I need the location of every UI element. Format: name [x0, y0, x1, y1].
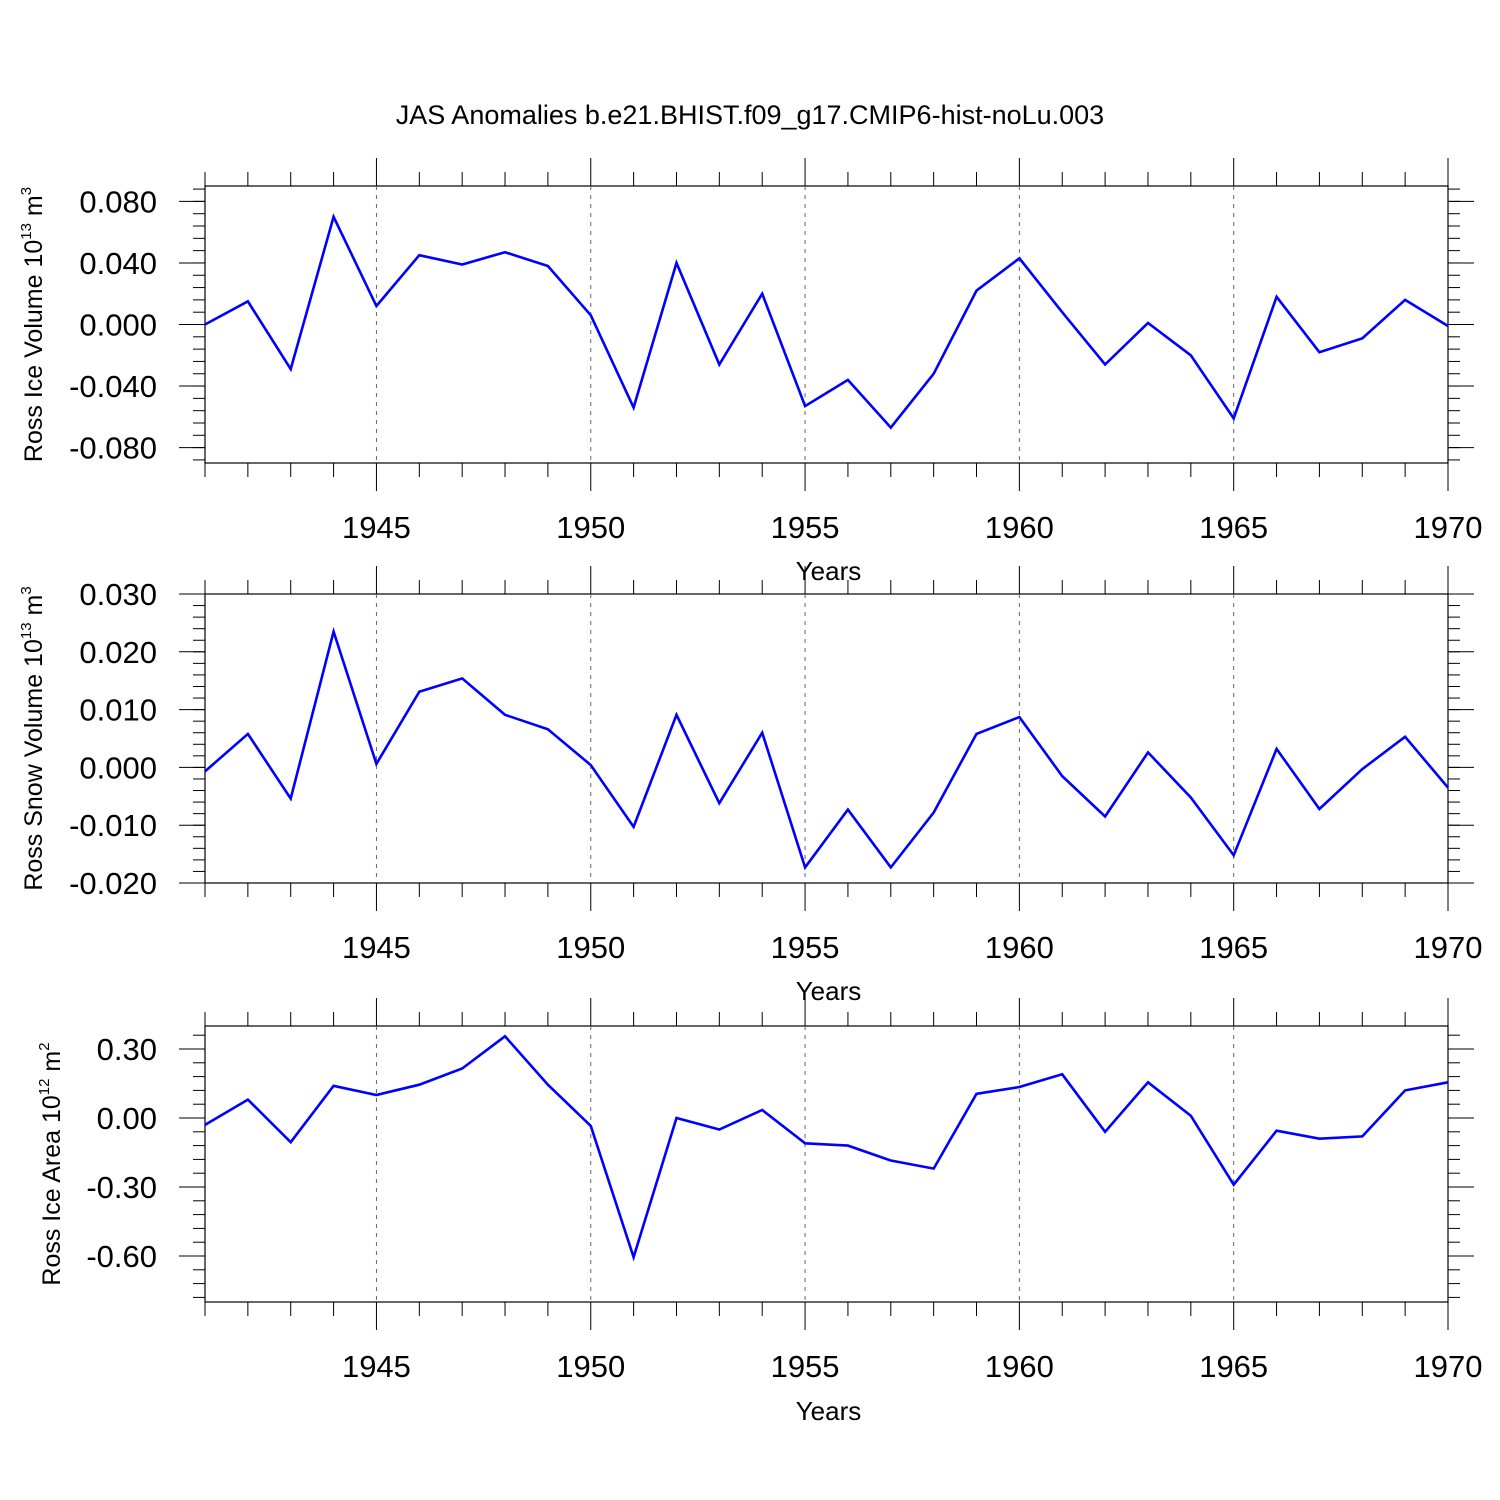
x-tick-label: 1970 [1414, 510, 1483, 545]
y-tick-label: -0.010 [69, 808, 157, 843]
x-tick-label: 1965 [1199, 930, 1268, 965]
x-tick-label: 1955 [771, 930, 840, 965]
x-tick-label: 1965 [1199, 510, 1268, 545]
plot-frame [204, 185, 1449, 464]
x-tick-label: 1945 [342, 930, 411, 965]
y-tick-label: 0.040 [79, 246, 157, 281]
y-axis-label: Ross Ice Volume 1013 m3 [18, 187, 48, 462]
y-tick-label: 0.00 [97, 1101, 157, 1136]
y-axis-label: Ross Snow Volume 1013 m3 [18, 586, 48, 890]
y-tick-label: -0.080 [69, 431, 157, 466]
y-tick-label: 0.030 [79, 577, 157, 612]
x-tick-label: 1950 [556, 930, 625, 965]
series-line [204, 213, 1449, 430]
y-tick-label: 0.000 [79, 750, 157, 785]
x-axis-label: Years [796, 1396, 862, 1426]
y-tick-label: 0.080 [79, 184, 157, 219]
x-tick-label: 1960 [985, 510, 1054, 545]
x-tick-label: 1945 [342, 1349, 411, 1384]
y-tick-label: -0.30 [86, 1170, 157, 1205]
chart-panel-2: 1945 1950 1955 1960 1965 1970 -0.020 -0.010 0.00… [18, 566, 1482, 1006]
x-axis-label: Years [796, 556, 862, 586]
x-tick-label: 1955 [771, 510, 840, 545]
series-line [204, 626, 1449, 871]
x-tick-label: 1965 [1199, 1349, 1268, 1384]
x-tick-label: 1960 [985, 1349, 1054, 1384]
x-tick-label: 1955 [771, 1349, 840, 1384]
x-tick-label: 1950 [556, 510, 625, 545]
y-tick-label: 0.010 [79, 693, 157, 728]
x-axis-label: Years [796, 976, 862, 1006]
x-tick-label: 1960 [985, 930, 1054, 965]
chart-panel-1: 1945 1950 1955 1960 1965 1970 -0.080 -0.040 0.00… [18, 158, 1482, 586]
plot-frame [204, 593, 1449, 884]
x-tick-label: 1950 [556, 1349, 625, 1384]
x-tick-label: 1945 [342, 510, 411, 545]
y-tick-label: -0.020 [69, 866, 157, 901]
x-tick-label: 1970 [1414, 1349, 1483, 1384]
plot-frame [204, 1025, 1449, 1303]
y-axis-label: Ross Ice Area 1012 m2 [36, 1042, 66, 1285]
series-line [204, 1034, 1449, 1262]
chart-panel-3: 1945 1950 1955 1960 1965 1970 -0.60 -0.30 0.00 0.… [36, 998, 1482, 1426]
y-tick-label: 0.000 [79, 308, 157, 343]
figure-title: JAS Anomalies b.e21.BHIST.f09_g17.CMIP6-… [396, 100, 1104, 130]
y-tick-label: 0.30 [97, 1032, 157, 1067]
y-tick-label: -0.60 [86, 1239, 157, 1274]
x-tick-label: 1970 [1414, 930, 1483, 965]
y-tick-label: -0.040 [69, 369, 157, 404]
y-tick-label: 0.020 [79, 635, 157, 670]
